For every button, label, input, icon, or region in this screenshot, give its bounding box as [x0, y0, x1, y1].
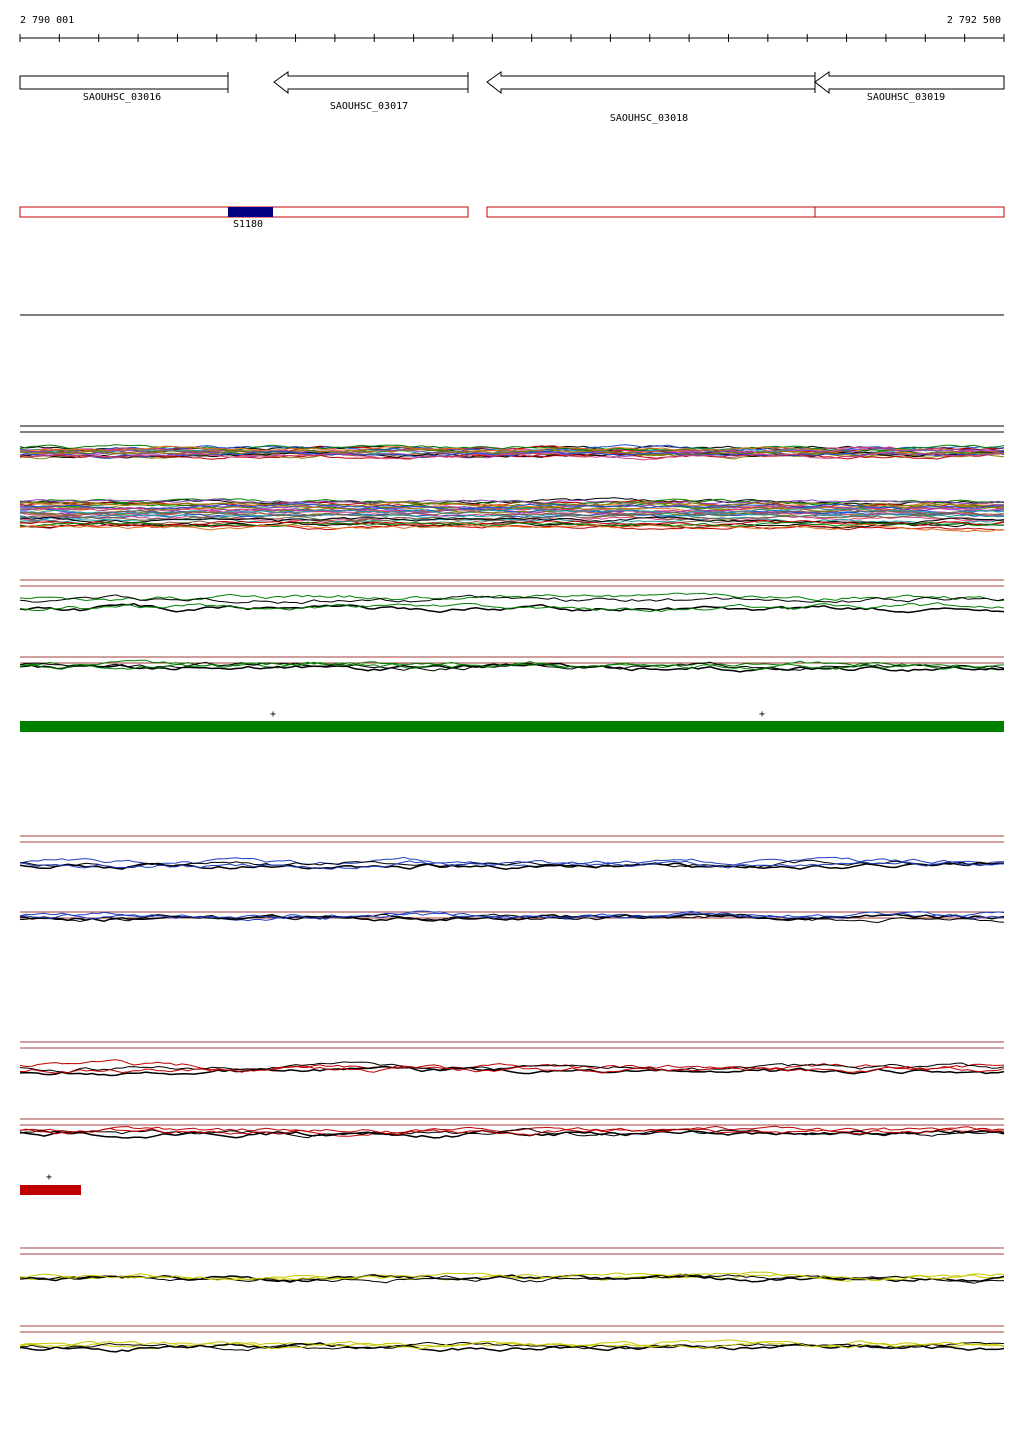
- signal-line: [19, 1339, 1005, 1350]
- signal-line: [19, 498, 1005, 506]
- gene-label: SAOUHSC_03018: [610, 113, 688, 124]
- feature: [228, 207, 273, 217]
- gene-label: SAOUHSC_03019: [867, 92, 945, 103]
- strand-mark: +: [270, 709, 276, 720]
- gene: [814, 71, 1005, 95]
- ruler-start: 2 790 001: [20, 15, 74, 26]
- signal-line: [19, 659, 1004, 671]
- signal-line: [19, 1274, 1005, 1283]
- signal-line: [19, 447, 1005, 456]
- signal-line: [19, 445, 1005, 453]
- feature-label: S1180: [233, 219, 263, 230]
- signal-line: [19, 859, 1005, 870]
- gene-label: SAOUHSC_03017: [330, 101, 408, 112]
- signal-line: [19, 1061, 1005, 1074]
- signal-line: [19, 1341, 1005, 1352]
- cds: [486, 206, 1005, 218]
- signal-line: [19, 1342, 1005, 1353]
- signal-line: [19, 450, 1005, 459]
- signal-line: [19, 1126, 1005, 1136]
- gene: [273, 71, 469, 95]
- signal-line: [20, 507, 1005, 515]
- signal-line: [19, 511, 1004, 520]
- signal-line: [19, 1059, 1005, 1071]
- signal-line: [19, 861, 1005, 870]
- signal-line: [19, 498, 1005, 505]
- signal-line: [19, 1065, 1005, 1077]
- signal-line: [19, 516, 1005, 525]
- strand-mark: +: [46, 1172, 52, 1183]
- signal-line: [19, 1271, 1005, 1281]
- signal-line: [19, 1064, 1005, 1074]
- cds-track: [19, 206, 1005, 218]
- gene: [19, 75, 229, 90]
- region-bar: [20, 721, 1004, 732]
- signal-line: [19, 523, 1004, 533]
- signal-line: [19, 856, 1004, 867]
- signal-line: [19, 1340, 1005, 1350]
- gene-track: [19, 71, 1005, 95]
- signal-line: [19, 594, 1005, 605]
- ruler-ticks: [19, 34, 1005, 42]
- signal-line: [19, 452, 1005, 461]
- gene: [486, 71, 816, 95]
- strand-mark: +: [759, 709, 765, 720]
- signal-line: [19, 509, 1005, 518]
- signal-line: [19, 502, 1005, 511]
- ruler-end: 2 792 500: [947, 15, 1001, 26]
- signal-line: [19, 602, 1005, 613]
- signal-line: [19, 910, 1005, 920]
- signal-line: [19, 592, 1005, 602]
- gene-label: SAOUHSC_03016: [83, 92, 161, 103]
- signal-line: [19, 661, 1005, 671]
- signal-tracks: [19, 444, 1005, 1353]
- region-bar: [20, 1185, 81, 1195]
- signal-line: [19, 516, 1005, 525]
